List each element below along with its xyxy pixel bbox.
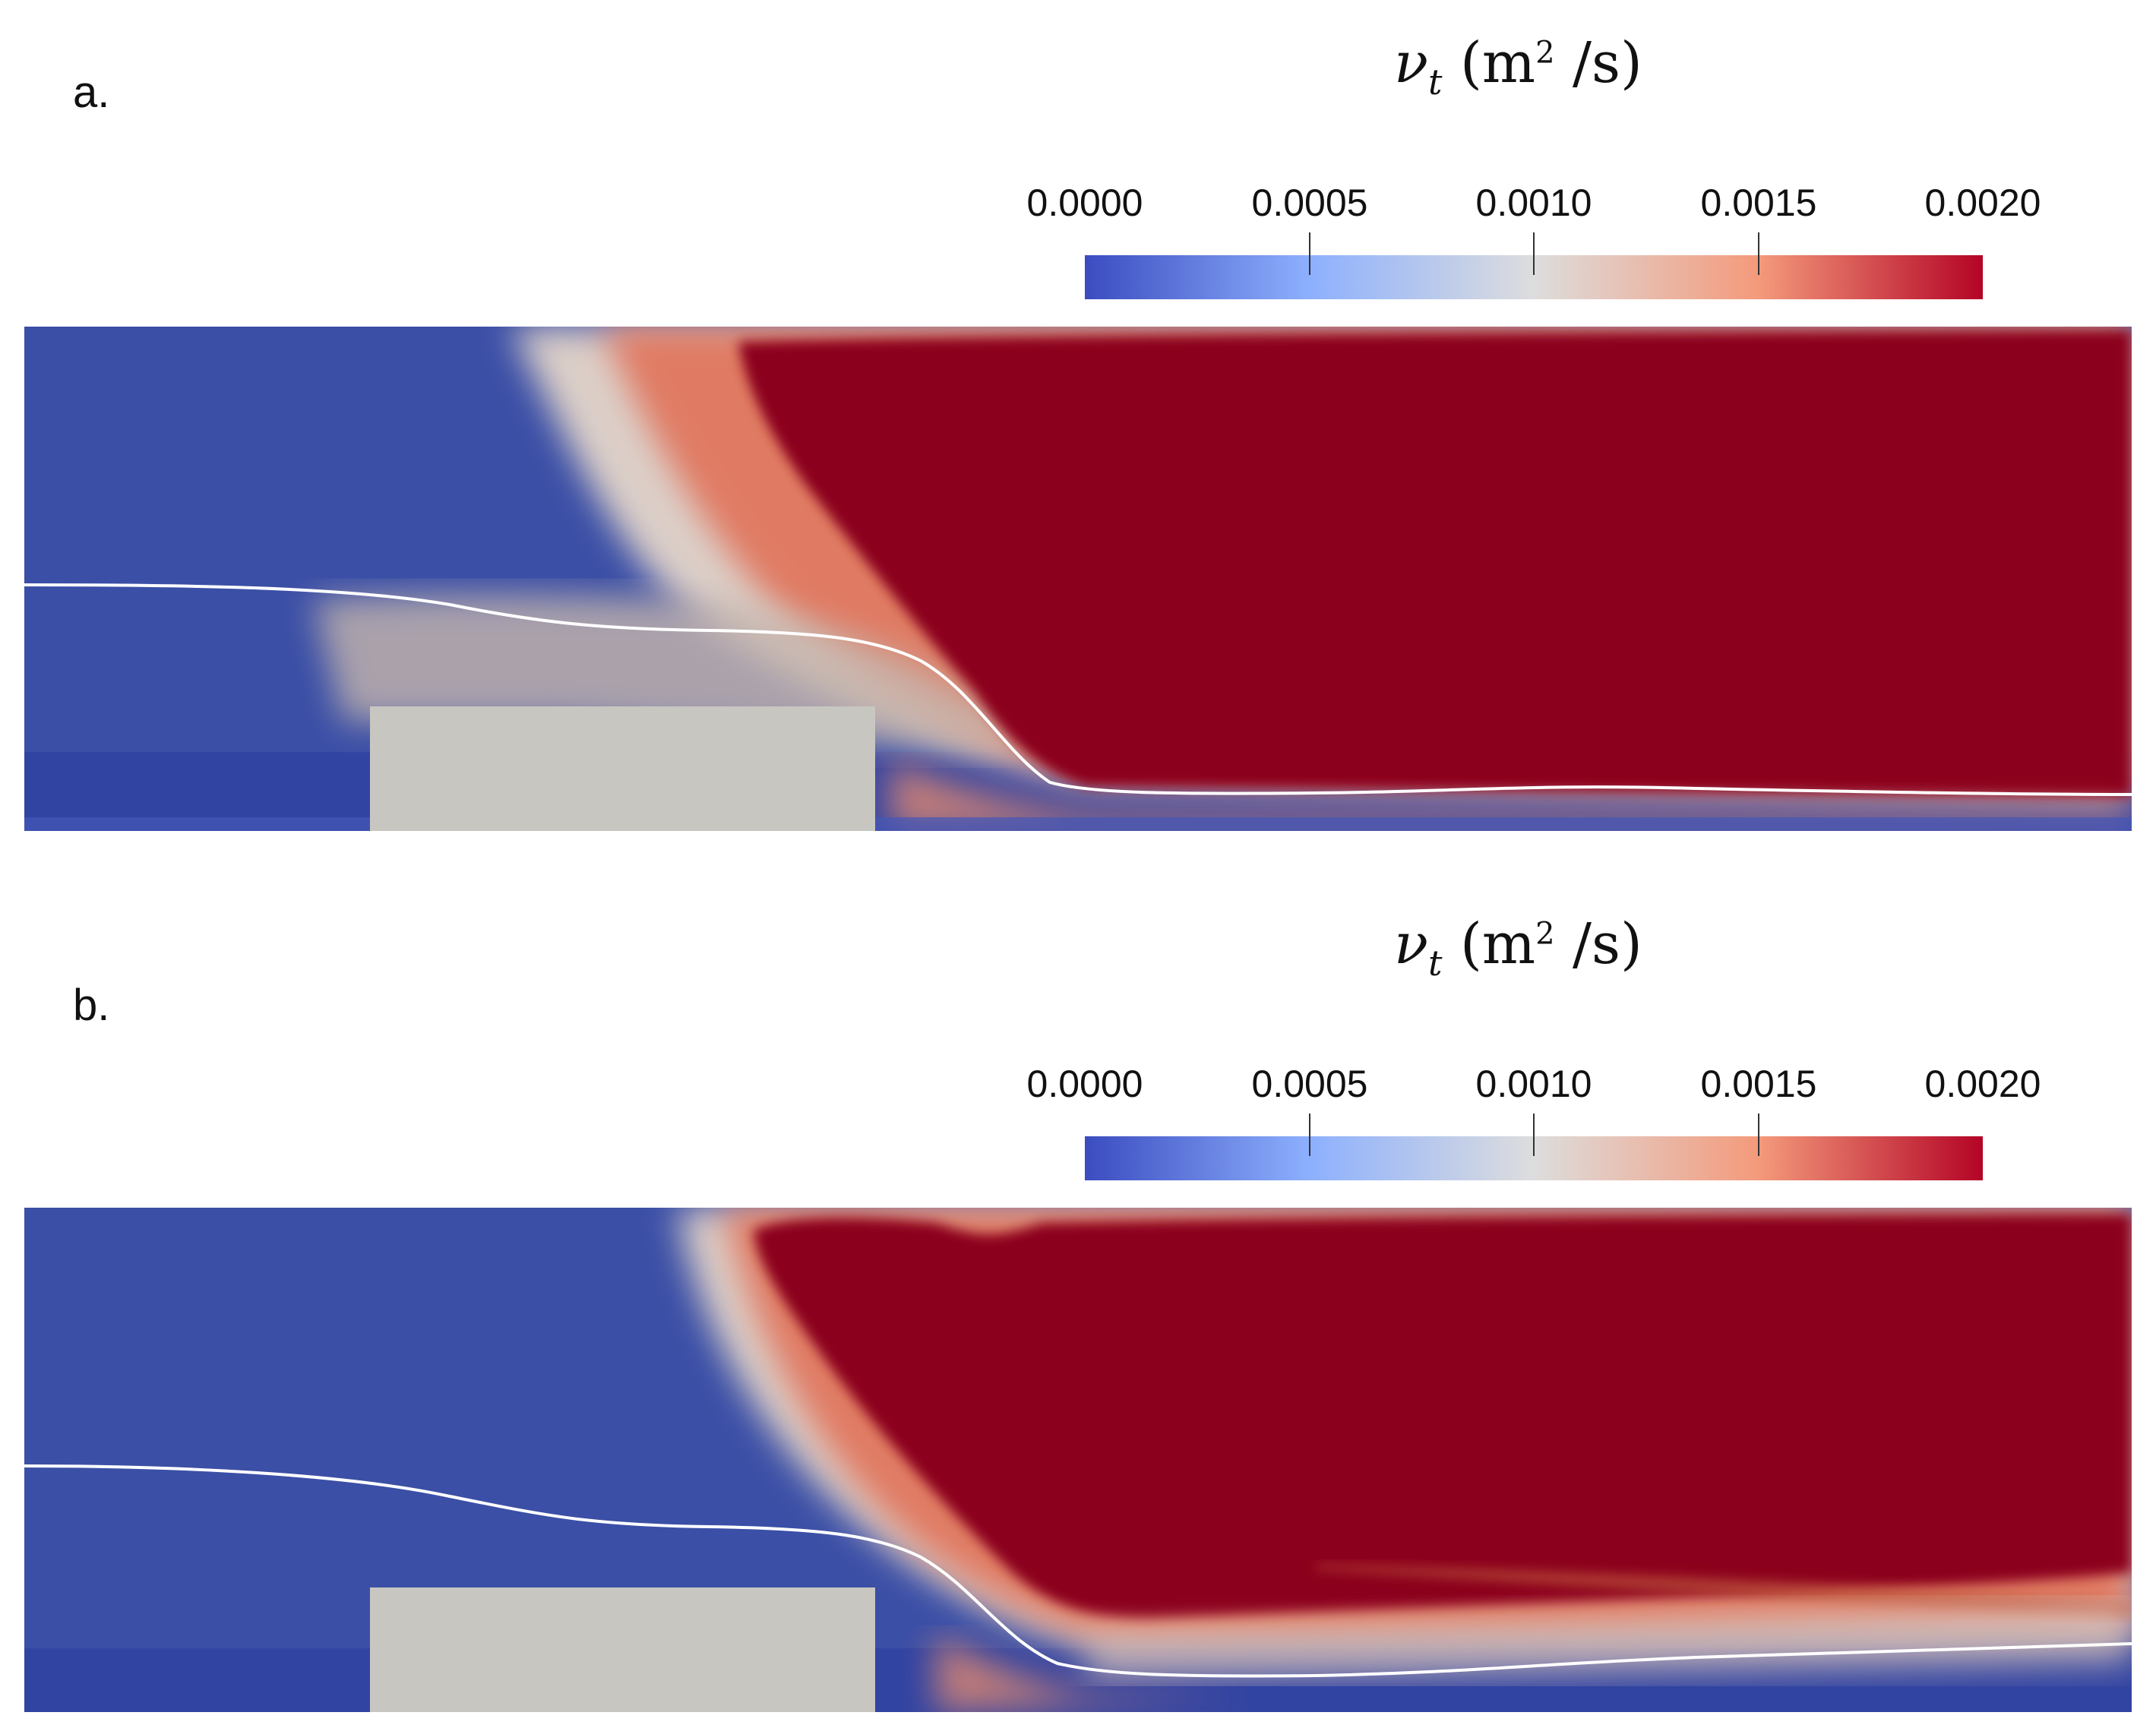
colorbar-tick-label: 0.0015	[1700, 182, 1817, 224]
interface-line	[24, 583, 2132, 796]
colorbar-tick-label: 0.0005	[1251, 1063, 1368, 1105]
colorbar-tick	[1758, 1114, 1759, 1156]
colorbar-title: νt (m2 /s)	[1394, 30, 1642, 103]
panel-a: a. νt (m2 /s) 0.0000 0.0005 0.0010 0.001…	[0, 0, 2156, 836]
contour-field	[24, 327, 2132, 831]
colorbar-units-rest: /s)	[1554, 30, 1642, 96]
colorbar-tick-label: 0.0020	[1924, 1063, 2041, 1105]
panel-label: a.	[73, 68, 110, 117]
colorbar-tick	[1309, 232, 1310, 275]
panel-b: b. νt (m2 /s) 0.0000 0.0005 0.0010 0.001…	[0, 881, 2156, 1717]
colorbar-title: νt (m2 /s)	[1394, 911, 1642, 984]
obstacle	[370, 1587, 875, 1712]
colorbar-units-base: (m	[1460, 911, 1536, 977]
colorbar-variable: ν	[1394, 30, 1428, 96]
contour-field	[24, 1208, 2132, 1712]
colorbar-tick	[1533, 232, 1535, 275]
colorbar-tick-label: 0.0005	[1251, 182, 1368, 224]
colorbar-tick-label: 0.0015	[1700, 1063, 1817, 1105]
colorbar-tick	[1533, 1114, 1535, 1156]
colorbar-units-exp: 2	[1535, 35, 1555, 71]
colorbar-tick	[1309, 1114, 1310, 1156]
colorbar-tick	[1758, 232, 1759, 275]
colorbar-subscript: t	[1428, 61, 1443, 103]
colorbar-variable: ν	[1394, 911, 1428, 977]
colorbar-tick-label: 0.0020	[1924, 182, 2041, 224]
colorbar-units-base: (m	[1460, 30, 1536, 96]
colorbar-units-exp: 2	[1535, 916, 1555, 952]
colorbar-tick-label: 0.0010	[1475, 1063, 1592, 1105]
colorbar-subscript: t	[1428, 942, 1443, 984]
colorbar-tick-label: 0.0010	[1475, 182, 1592, 224]
obstacle	[370, 706, 875, 831]
panel-label: b.	[73, 981, 110, 1030]
colorbar-units-rest: /s)	[1554, 911, 1642, 977]
colorbar-tick-label: 0.0000	[1026, 182, 1143, 224]
colorbar-tick-label: 0.0000	[1026, 1063, 1143, 1105]
interface-line	[24, 1464, 2132, 1678]
